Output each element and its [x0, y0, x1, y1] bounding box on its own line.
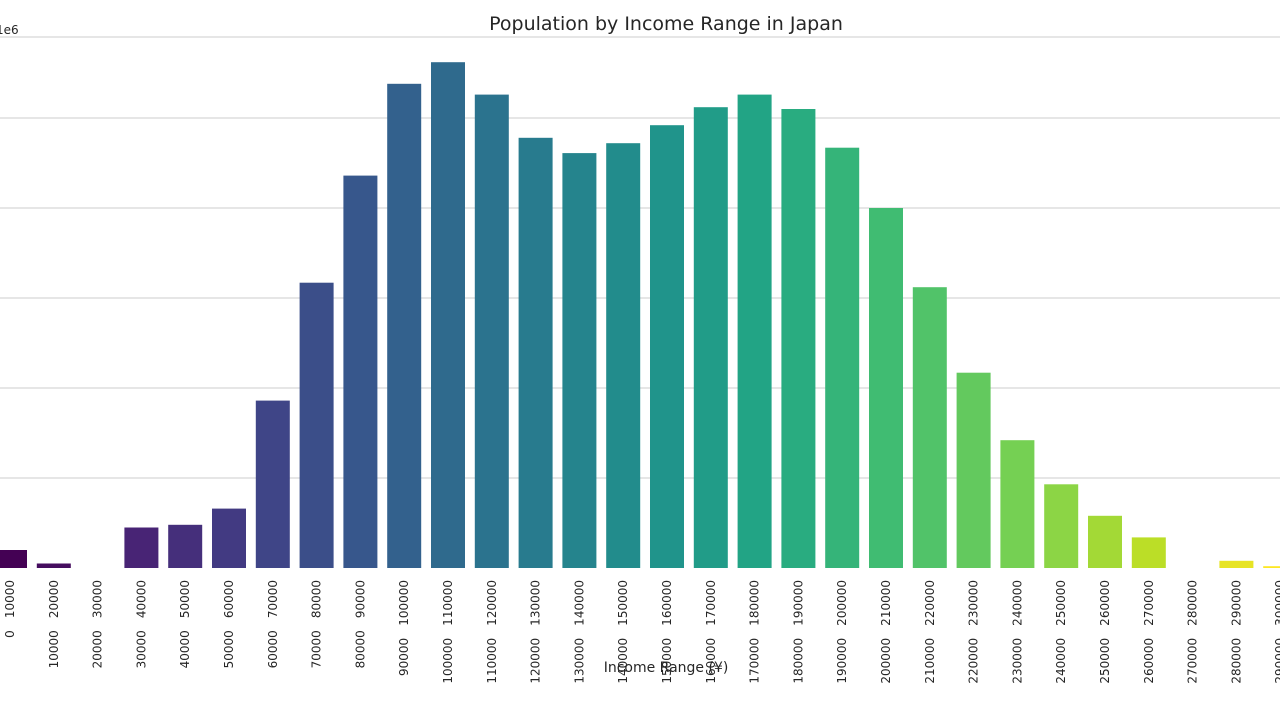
bar [737, 94, 772, 568]
x-tick-label: 180000 190000 [791, 580, 805, 684]
x-tick-label: 120000 130000 [529, 580, 543, 684]
x-tick-label: 170000 180000 [748, 580, 762, 684]
x-tick-label: 40000 50000 [178, 580, 192, 668]
x-axis-label: Income Range (¥) [604, 660, 729, 676]
bar [1044, 484, 1079, 568]
y-offset-label: 1e6 [0, 23, 19, 37]
x-tick-label: 220000 230000 [967, 580, 981, 684]
bar [299, 282, 334, 568]
bar [781, 109, 816, 568]
bar [825, 147, 860, 568]
bar [343, 175, 378, 568]
bar [431, 62, 465, 568]
x-tick-label: 280000 290000 [1229, 580, 1243, 684]
x-tick-labels: 0 10000 10000 20000 20000 30000 30000 40000… [3, 580, 1280, 684]
bar [474, 94, 509, 568]
x-tick-label: 50000 60000 [222, 580, 236, 668]
x-tick-label: 130000 140000 [572, 580, 586, 684]
bar [36, 563, 71, 568]
bars [0, 62, 1280, 569]
bar [1000, 440, 1035, 568]
bar [912, 287, 947, 568]
x-tick-label: 150000 160000 [660, 580, 674, 684]
x-tick-label: 210000 220000 [923, 580, 937, 684]
bar [212, 508, 246, 568]
x-tick-label: 250000 260000 [1098, 580, 1112, 684]
bar [124, 527, 159, 568]
x-tick-label: 60000 70000 [266, 580, 280, 668]
bar [1263, 566, 1280, 568]
bar [956, 372, 991, 568]
chart-title: Population by Income Range in Japan [489, 13, 843, 35]
x-tick-label: 140000 150000 [616, 580, 630, 684]
x-tick-label: 260000 270000 [1142, 580, 1156, 684]
x-tick-label: 80000 90000 [353, 580, 367, 668]
bar [168, 524, 203, 568]
bar [0, 550, 27, 568]
bar [1219, 560, 1254, 568]
bar [387, 83, 422, 569]
x-tick-label: 110000 120000 [485, 580, 499, 684]
x-tick-label: 290000 300000 [1273, 580, 1280, 684]
bar [606, 143, 641, 568]
bar [518, 137, 553, 569]
bar [1088, 515, 1122, 568]
bar [869, 208, 903, 568]
x-tick-label: 20000 30000 [91, 580, 105, 668]
x-tick-label: 190000 200000 [835, 580, 849, 684]
x-tick-label: 30000 40000 [134, 580, 148, 668]
x-tick-label: 70000 80000 [310, 580, 324, 668]
x-tick-label: 230000 240000 [1010, 580, 1024, 684]
x-tick-label: 160000 170000 [704, 580, 718, 684]
bar [255, 400, 290, 568]
bar [562, 153, 597, 568]
x-tick-label: 100000 110000 [441, 580, 455, 684]
x-tick-label: 10000 20000 [47, 580, 61, 668]
bar [650, 125, 684, 568]
bar [1131, 537, 1166, 568]
x-tick-label: 0 10000 [3, 580, 17, 638]
x-tick-label: 240000 250000 [1054, 580, 1068, 684]
x-tick-label: 270000 280000 [1186, 580, 1200, 684]
x-tick-label: 90000 100000 [397, 580, 411, 676]
x-tick-label: 200000 210000 [879, 580, 893, 684]
bar [693, 107, 728, 568]
